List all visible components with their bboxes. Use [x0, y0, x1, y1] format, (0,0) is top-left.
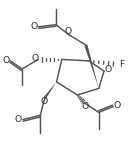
Text: O: O [104, 65, 111, 74]
Polygon shape [44, 82, 57, 99]
Text: F: F [120, 60, 125, 69]
Text: O: O [31, 22, 38, 31]
Text: O: O [15, 115, 22, 124]
Text: O: O [3, 56, 10, 65]
Text: O: O [82, 102, 89, 111]
Text: O: O [64, 27, 72, 36]
Polygon shape [84, 44, 99, 88]
Text: O: O [40, 97, 47, 106]
Text: O: O [113, 101, 121, 110]
Text: O: O [31, 54, 38, 63]
